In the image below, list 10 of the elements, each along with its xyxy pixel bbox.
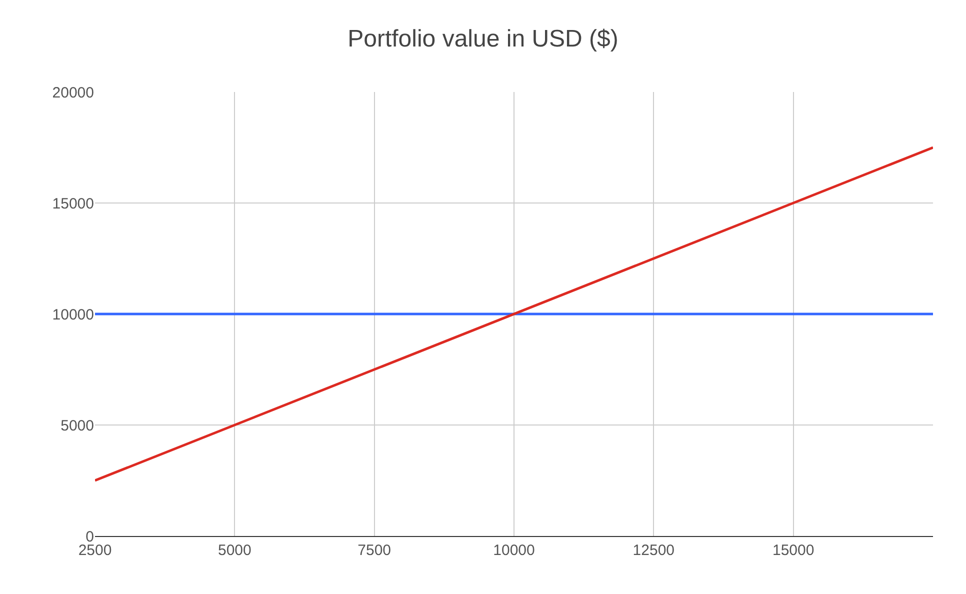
chart-title: Portfolio value in USD ($): [348, 26, 618, 52]
x-tick-label: 15000: [772, 542, 814, 559]
y-tick-label: 15000: [52, 195, 94, 212]
x-tick-label: 12500: [632, 542, 675, 559]
y-tick-label: 5000: [60, 417, 94, 434]
y-tick-label: 10000: [52, 306, 94, 324]
x-tick-label: 10000: [493, 542, 535, 559]
x-tick-label: 5000: [218, 542, 252, 559]
y-tick-label: 20000: [52, 84, 94, 102]
x-tick-label: 7500: [358, 542, 392, 559]
